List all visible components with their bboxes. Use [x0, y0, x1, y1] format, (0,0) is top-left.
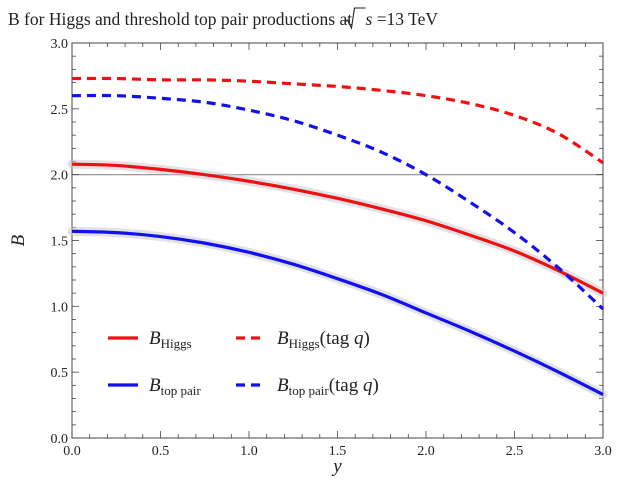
chart-title-prefix: B for Higgs and threshold top pair produ…: [8, 9, 352, 29]
y-tick-label: 0.5: [51, 366, 69, 381]
y-tick-label: 0.0: [51, 432, 69, 447]
y-tick-label: 1.5: [51, 235, 69, 250]
legend-label-higgs: BHiggs: [149, 328, 192, 351]
y-tick-label: 2.5: [51, 103, 69, 118]
legend-label-top: Btop pair: [149, 375, 201, 398]
x-tick-label: 1.5: [329, 444, 347, 459]
y-axis-label: B: [8, 234, 29, 246]
y-tick-label: 1.0: [51, 300, 69, 315]
series-group: [71, 76, 605, 396]
legend: BHiggs Btop pair BHiggs(tag q) Btop pair(ta…: [108, 328, 379, 398]
chart-title: B for Higgs and threshold top pair produ…: [8, 9, 438, 29]
series-line-higgs_tag: [71, 76, 604, 165]
y-tick-label: 2.0: [51, 169, 69, 184]
y-tick-label: 3.0: [51, 37, 69, 52]
ticks-group: 0.0 0.5 1.0 1.5 2.0 2.5 3.0 0.0 0.5 1.0 1.5 2.0 2.5 3…: [51, 37, 612, 459]
sqrt-sign: [344, 7, 366, 30]
x-axis-label: y: [331, 456, 342, 477]
x-tick-label: 2.5: [506, 444, 524, 459]
series-line-top: [71, 229, 604, 396]
x-tick-label: 1.0: [240, 444, 258, 459]
x-tick-label: 0.0: [63, 444, 81, 459]
series-line-higgs: [71, 162, 604, 295]
uncertainty-band-higgs: [67, 159, 608, 298]
x-tick-label: 3.0: [594, 444, 612, 459]
series-line-top_tag: [71, 93, 605, 311]
legend-label-higgs_tag: BHiggs(tag q): [277, 328, 370, 351]
x-tick-label: 2.0: [417, 444, 435, 459]
chart-title-sqrt-var: s: [366, 9, 373, 29]
chart-title-suffix: =13 TeV: [377, 9, 439, 29]
legend-label-top_tag: Btop pair(tag q): [277, 375, 379, 398]
x-tick-label: 0.5: [152, 444, 170, 459]
